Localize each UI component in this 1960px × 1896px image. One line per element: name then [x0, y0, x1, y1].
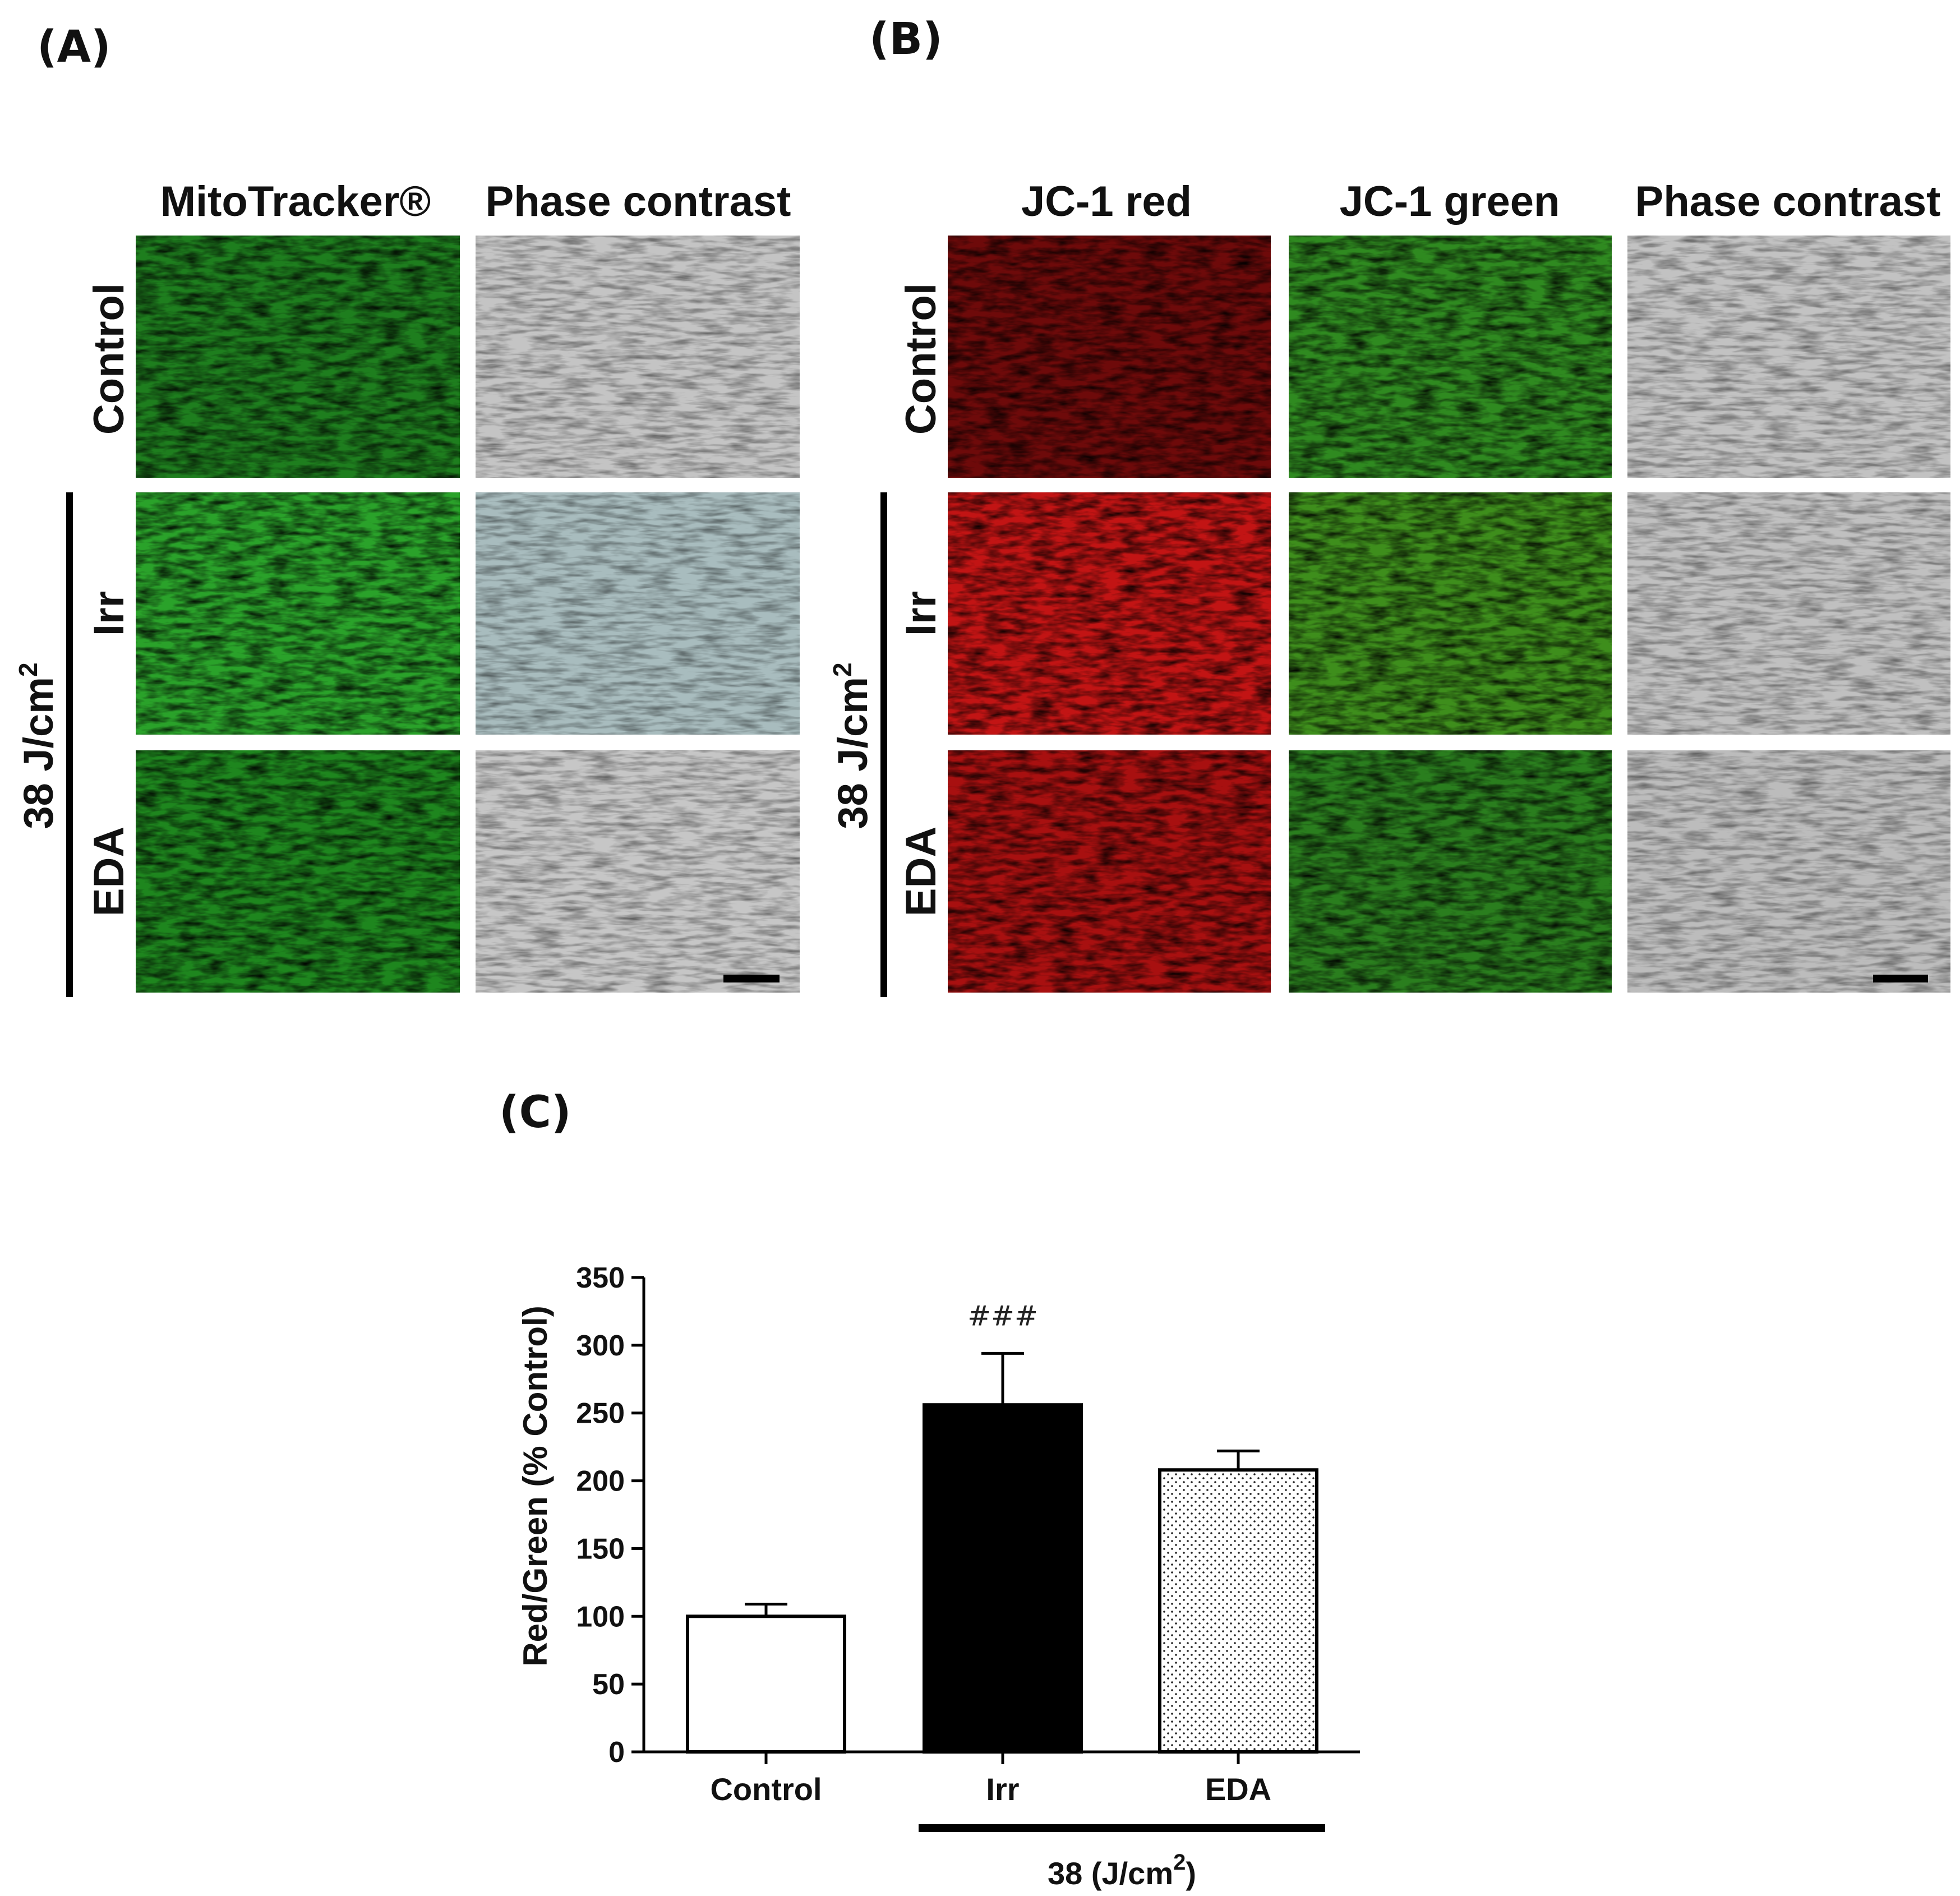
bar-irr — [923, 1403, 1083, 1754]
panel-label-a: (A) — [37, 22, 111, 72]
micrograph-b-red-eda — [948, 750, 1271, 993]
x-category-label: Control — [710, 1772, 822, 1807]
x-category-label: Irr — [986, 1772, 1019, 1807]
panel-label-c: (C) — [499, 1087, 571, 1138]
micrograph-a-phase-control — [476, 236, 800, 478]
micrograph-a-mito-control — [136, 236, 460, 478]
micrograph-a-phase-eda — [476, 750, 800, 993]
panel-a-dose-bracket — [66, 492, 73, 997]
panel-c-bar-chart: Red/Green (% Control) 0 50 100 150 200 250 300… — [516, 1262, 1360, 1891]
panel-a-col-mitotracker: MitoTracker® — [160, 178, 431, 225]
panel-b-dose-bracket — [880, 492, 887, 997]
micrograph-a-mito-irr — [136, 492, 460, 735]
panel-label-b: (B) — [869, 14, 943, 64]
micrograph-b-red-irr — [948, 492, 1271, 735]
x-category-label: EDA — [1205, 1772, 1271, 1807]
bars: ### — [686, 1299, 1318, 1754]
bar-control — [686, 1614, 846, 1754]
micrograph-b-green-irr — [1289, 492, 1612, 735]
panel-a-col-phase: Phase contrast — [486, 178, 791, 225]
dose-grouping: 38 (J/cm2) — [919, 1824, 1325, 1891]
y-tick-label: 300 — [576, 1330, 625, 1362]
y-tick-label: 350 — [576, 1262, 625, 1294]
panel-b-col-jc1-green: JC-1 green — [1340, 178, 1560, 225]
y-tick-label: 50 — [592, 1668, 625, 1701]
scale-bar-a — [723, 975, 780, 982]
y-axis-title: Red/Green (% Control) — [516, 1305, 554, 1666]
significance-annotation: ### — [967, 1299, 1038, 1332]
panel-b-row-control: Control — [897, 283, 945, 435]
panel-b-row-irr: Irr — [897, 591, 945, 636]
micrograph-b-green-eda — [1289, 750, 1612, 993]
panel-b-dose-label: 38 J/cm2 — [828, 662, 876, 829]
bar-eda — [1158, 1468, 1318, 1754]
scale-bar-b — [1873, 975, 1928, 982]
panel-b-row-eda: EDA — [897, 827, 945, 916]
panel-b-col-phase: Phase contrast — [1635, 178, 1941, 225]
y-tick-label: 0 — [608, 1736, 625, 1769]
y-tick-label: 200 — [576, 1465, 625, 1498]
y-tick-label: 100 — [576, 1600, 625, 1633]
micrograph-b-green-control — [1289, 236, 1612, 478]
y-axis: 0 50 100 150 200 250 300 350 — [576, 1262, 645, 1769]
y-tick-label: 250 — [576, 1397, 625, 1430]
panel-b-col-jc1-red: JC-1 red — [1021, 178, 1192, 225]
panel-a-row-irr: Irr — [85, 591, 133, 636]
panel-a-row-control: Control — [85, 283, 133, 435]
micrograph-b-red-control — [948, 236, 1271, 478]
micrograph-b-phase-irr — [1627, 492, 1950, 735]
micrograph-a-mito-eda — [136, 750, 460, 993]
panel-b: JC-1 red JC-1 green Phase contrast — [828, 178, 1950, 997]
x-axis: Control Irr EDA — [644, 1750, 1360, 1807]
micrograph-a-phase-irr — [476, 492, 800, 735]
panel-a-dose-label: 38 J/cm2 — [13, 662, 62, 829]
panel-a: MitoTracker® Phase contrast — [13, 178, 800, 997]
dose-group-label: 38 (J/cm2) — [1048, 1850, 1196, 1891]
y-tick-label: 150 — [576, 1533, 625, 1565]
micrograph-b-phase-control — [1627, 236, 1950, 478]
micrograph-b-phase-eda — [1627, 750, 1950, 993]
panel-a-row-eda: EDA — [85, 827, 133, 916]
